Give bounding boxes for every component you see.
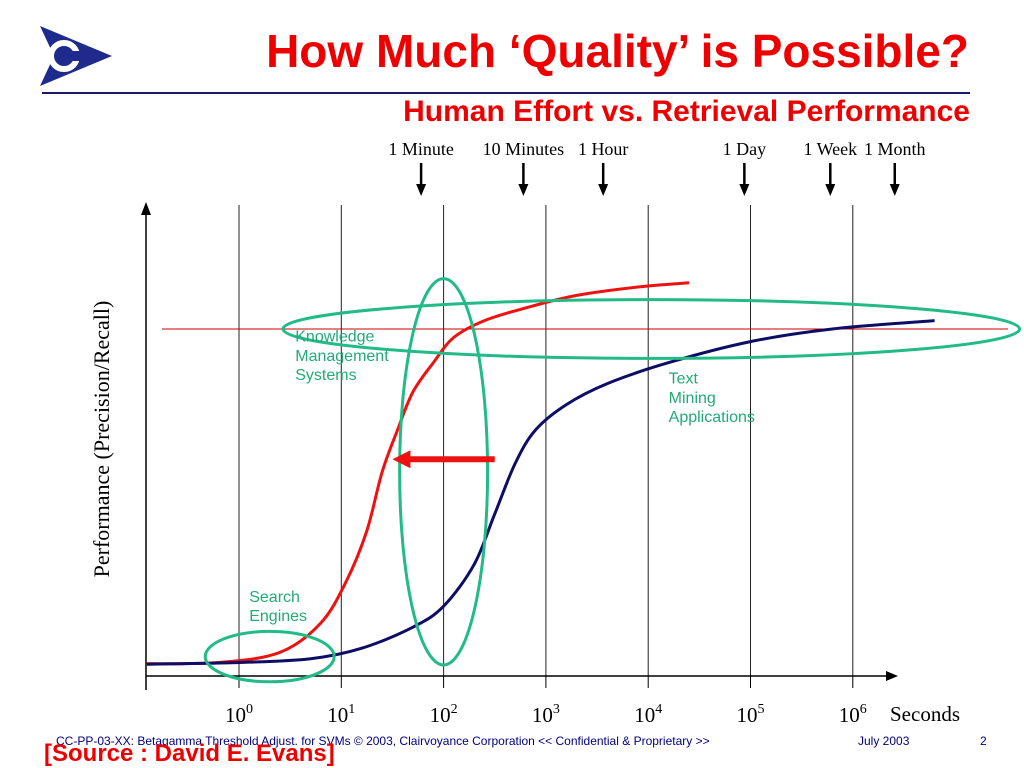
top-performance-ellipse [281, 298, 1022, 360]
shift-arrow-head [392, 450, 411, 469]
slide-title: How Much ‘Quality’ is Possible? [266, 25, 969, 77]
time-marker-arrowhead-0 [416, 184, 427, 196]
x-tick-label-6: 106 [839, 702, 867, 727]
logo-ring-gap [66, 51, 82, 61]
time-marker-label-0: 1 Minute [388, 139, 454, 159]
search-engines-ellipse [203, 629, 336, 684]
y-axis-arrowhead [141, 202, 151, 215]
footer-page-number: 2 [980, 734, 987, 748]
source-citation: [Source : David E. Evans] [44, 740, 335, 767]
time-marker-label-1: 10 Minutes [483, 139, 565, 159]
effort-window-ellipse [398, 277, 490, 667]
annotation-0: Knowledge Management Systems [295, 329, 389, 384]
x-tick-label-4: 104 [634, 702, 662, 727]
x-tick-label-2: 102 [430, 702, 458, 727]
x-tick-label-5: 105 [737, 702, 765, 727]
clairvoyance-logo-icon [40, 26, 112, 86]
time-marker-arrowhead-4 [825, 184, 836, 196]
series-line-0 [146, 281, 690, 666]
annotation-2: Search Engines [249, 589, 307, 625]
time-marker-arrowhead-3 [739, 184, 750, 196]
y-axis-label: Performance (Precision/Recall) [89, 300, 114, 578]
footer-date: July 2003 [858, 734, 910, 748]
time-marker-label-2: 1 Hour [578, 139, 629, 159]
time-marker-label-4: 1 Week [803, 139, 857, 159]
time-marker-arrowhead-1 [518, 184, 529, 196]
time-marker-label-3: 1 Day [723, 139, 767, 159]
slide-subtitle: Human Effort vs. Retrieval Performance [403, 95, 970, 128]
time-marker-arrowhead-2 [598, 184, 609, 196]
x-tick-label-1: 101 [327, 702, 355, 727]
x-tick-label-3: 103 [532, 702, 560, 727]
time-marker-label-5: 1 Month [864, 139, 926, 159]
series-line-1 [146, 319, 935, 666]
annotation-1: Text Mining Applications [669, 371, 755, 426]
footer-text: CC-PP-03-XX: Betagamma Threshold Adjust.… [56, 734, 710, 748]
x-axis-label: Seconds [890, 702, 960, 726]
time-marker-arrowhead-5 [889, 184, 900, 196]
title-divider [42, 92, 970, 94]
x-axis-arrowhead [886, 671, 898, 681]
x-tick-label-0: 100 [225, 702, 253, 727]
